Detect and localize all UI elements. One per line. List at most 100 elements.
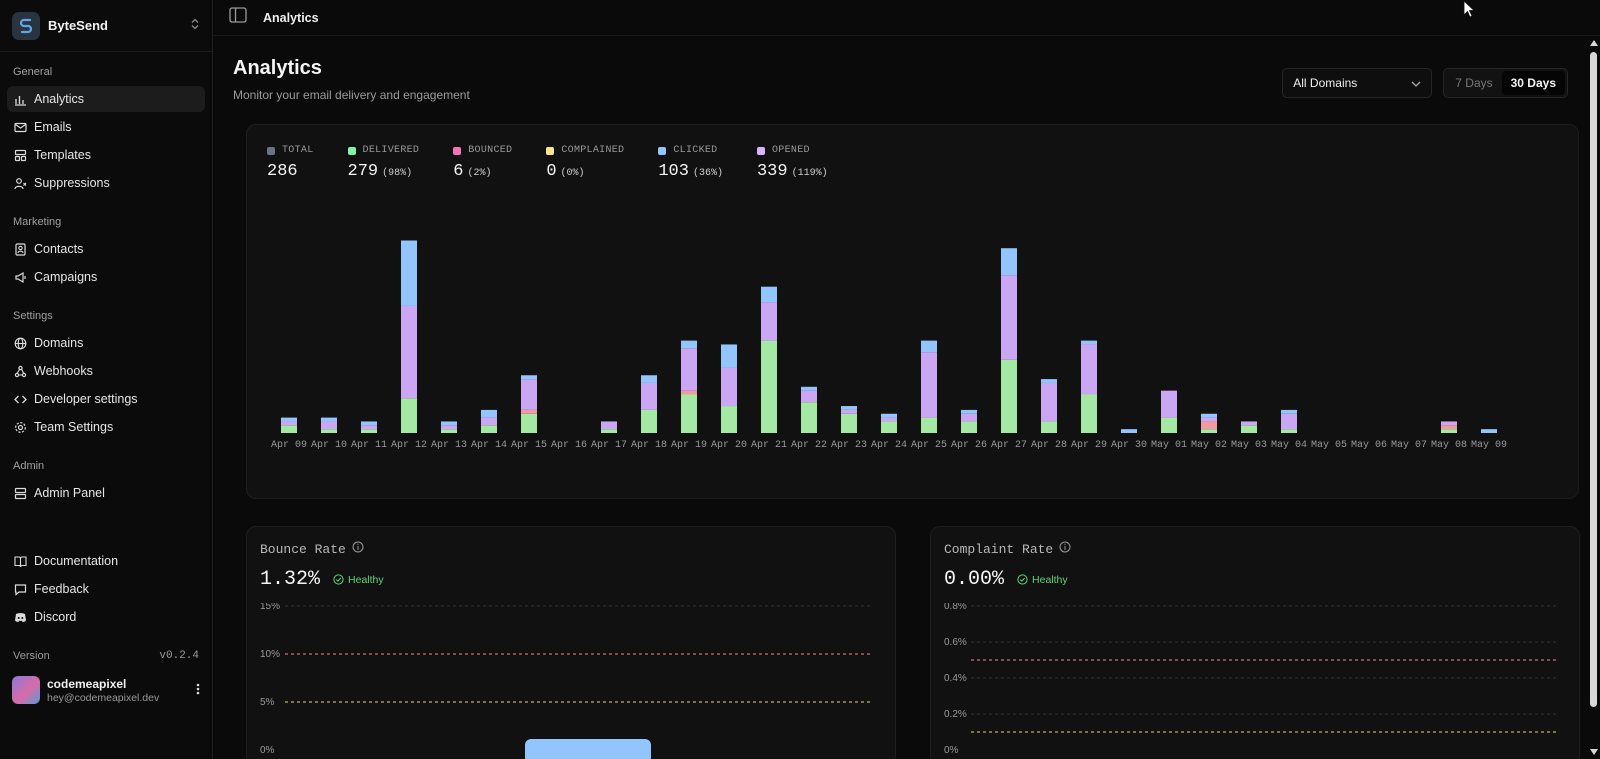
sidebar-toggle-icon[interactable] bbox=[229, 7, 247, 28]
bar-opened-may-01[interactable] bbox=[1161, 390, 1177, 418]
sidebar-item-campaigns[interactable]: Campaigns bbox=[7, 264, 205, 290]
sidebar-item-documentation[interactable]: Documentation bbox=[7, 548, 205, 574]
bar-opened-apr-27[interactable] bbox=[1001, 275, 1017, 360]
scrollbar-thumb[interactable] bbox=[1590, 52, 1597, 707]
bar-clicked-apr-22[interactable] bbox=[801, 386, 817, 391]
sidebar-item-team-settings[interactable]: Team Settings bbox=[7, 414, 205, 440]
more-vertical-icon[interactable] bbox=[196, 682, 200, 698]
bar-delivered-apr-25[interactable] bbox=[921, 417, 937, 433]
bar-clicked-apr-12[interactable] bbox=[401, 240, 417, 306]
sidebar-item-admin-panel[interactable]: Admin Panel bbox=[7, 480, 205, 506]
bar-clicked-apr-24[interactable] bbox=[881, 413, 897, 418]
bar-opened-may-04[interactable] bbox=[1281, 413, 1297, 430]
bar-clicked-apr-26[interactable] bbox=[961, 409, 977, 414]
scrollbar[interactable] bbox=[1587, 36, 1600, 759]
bar-opened-apr-25[interactable] bbox=[921, 352, 937, 418]
range-30-days-button[interactable]: 30 Days bbox=[1501, 71, 1565, 95]
bar-delivered-apr-17[interactable] bbox=[601, 429, 617, 433]
bar-delivered-may-02[interactable] bbox=[1201, 429, 1217, 433]
domain-select[interactable]: All Domains bbox=[1282, 68, 1433, 98]
bar-delivered-apr-14[interactable] bbox=[481, 425, 497, 433]
bar-delivered-apr-12[interactable] bbox=[401, 398, 417, 433]
bar-opened-apr-13[interactable] bbox=[441, 425, 457, 430]
bar-delivered-apr-26[interactable] bbox=[961, 421, 977, 433]
info-icon[interactable] bbox=[352, 541, 364, 557]
bar-delivered-apr-27[interactable] bbox=[1001, 359, 1017, 433]
sidebar-item-developer-settings[interactable]: Developer settings bbox=[7, 386, 205, 412]
bar-bounced-may-02[interactable] bbox=[1201, 421, 1217, 430]
bar-clicked-apr-13[interactable] bbox=[441, 421, 457, 426]
bar-delivered-apr-09[interactable] bbox=[281, 425, 297, 433]
sidebar-item-analytics[interactable]: Analytics bbox=[7, 86, 205, 112]
bar-opened-may-08[interactable] bbox=[1441, 421, 1457, 426]
bar-opened-apr-17[interactable] bbox=[601, 421, 617, 430]
bar-delivered-apr-29[interactable] bbox=[1081, 394, 1097, 434]
bar-opened-apr-18[interactable] bbox=[641, 382, 657, 410]
bar-bounced-apr-15[interactable] bbox=[521, 409, 537, 414]
bar-opened-may-03[interactable] bbox=[1241, 421, 1257, 426]
bar-delivered-apr-10[interactable] bbox=[321, 429, 337, 433]
bar-delivered-apr-11[interactable] bbox=[361, 429, 377, 433]
sidebar-item-emails[interactable]: Emails bbox=[7, 114, 205, 140]
bar-opened-apr-14[interactable] bbox=[481, 417, 497, 426]
bar-delivered-apr-19[interactable] bbox=[681, 394, 697, 434]
bar-opened-apr-19[interactable] bbox=[681, 348, 697, 391]
bar-delivered-apr-20[interactable] bbox=[721, 406, 737, 433]
bar-clicked-apr-09[interactable] bbox=[281, 417, 297, 422]
bar-clicked-apr-19[interactable] bbox=[681, 340, 697, 349]
bar-bounced-may-08[interactable] bbox=[1441, 425, 1457, 430]
sidebar-item-domains[interactable]: Domains bbox=[7, 330, 205, 356]
team-switcher[interactable]: ByteSend bbox=[0, 0, 212, 52]
bar-opened-apr-28[interactable] bbox=[1041, 382, 1057, 422]
bar-clicked-apr-29[interactable] bbox=[1081, 340, 1097, 345]
bar-delivered-may-01[interactable] bbox=[1161, 417, 1177, 433]
scroll-up-arrow[interactable] bbox=[1590, 40, 1598, 46]
user-menu[interactable]: codemeapixel hey@codemeapixel.dev bbox=[0, 676, 212, 704]
bar-opened-apr-26[interactable] bbox=[961, 413, 977, 422]
bar-clicked-may-04[interactable] bbox=[1281, 409, 1297, 414]
bar-opened-apr-15[interactable] bbox=[521, 379, 537, 410]
bar-clicked-apr-23[interactable] bbox=[841, 406, 857, 410]
bar-clicked-apr-20[interactable] bbox=[721, 344, 737, 368]
bar-clicked-may-02[interactable] bbox=[1201, 413, 1217, 418]
bar-opened-apr-09[interactable] bbox=[281, 421, 297, 426]
bar-delivered-apr-23[interactable] bbox=[841, 413, 857, 433]
bar-clicked-apr-27[interactable] bbox=[1001, 248, 1017, 276]
bar-clicked-apr-28[interactable] bbox=[1041, 379, 1057, 383]
sidebar-item-webhooks[interactable]: Webhooks bbox=[7, 358, 205, 384]
bar-delivered-apr-24[interactable] bbox=[881, 421, 897, 433]
bar-clicked-apr-14[interactable] bbox=[481, 409, 497, 418]
bar-delivered-apr-21[interactable] bbox=[761, 340, 777, 433]
bar-opened-apr-12[interactable] bbox=[401, 305, 417, 399]
bar-clicked-apr-11[interactable] bbox=[361, 421, 377, 426]
sidebar-item-discord[interactable]: Discord bbox=[7, 604, 205, 630]
bar-delivered-apr-13[interactable] bbox=[441, 429, 457, 433]
bar-clicked-apr-30[interactable] bbox=[1121, 429, 1137, 433]
bar-opened-apr-11[interactable] bbox=[361, 425, 377, 430]
bar-clicked-apr-10[interactable] bbox=[321, 417, 337, 422]
bar-clicked-apr-21[interactable] bbox=[761, 286, 777, 303]
bar-opened-apr-20[interactable] bbox=[721, 367, 737, 407]
scroll-down-arrow[interactable] bbox=[1590, 749, 1598, 755]
bar-clicked-may-09[interactable] bbox=[1481, 429, 1497, 433]
bar-clicked-apr-25[interactable] bbox=[921, 340, 937, 353]
bar-delivered-apr-15[interactable] bbox=[521, 413, 537, 433]
bar-opened-apr-10[interactable] bbox=[321, 421, 337, 430]
bar-delivered-apr-22[interactable] bbox=[801, 402, 817, 433]
bar-delivered-may-03[interactable] bbox=[1241, 425, 1257, 433]
range-7-days-button[interactable]: 7 Days bbox=[1455, 76, 1493, 90]
bar-clicked-apr-15[interactable] bbox=[521, 375, 537, 380]
bar-clicked-apr-18[interactable] bbox=[641, 375, 657, 383]
bar-delivered-apr-18[interactable] bbox=[641, 409, 657, 433]
bar-opened-may-02[interactable] bbox=[1201, 417, 1217, 422]
sidebar-item-contacts[interactable]: Contacts bbox=[7, 236, 205, 262]
sidebar-item-templates[interactable]: Templates bbox=[7, 142, 205, 168]
bar-delivered-may-08[interactable] bbox=[1441, 429, 1457, 433]
bar-opened-apr-23[interactable] bbox=[841, 409, 857, 414]
bar-bounced-apr-19[interactable] bbox=[681, 390, 697, 395]
sidebar-item-feedback[interactable]: Feedback bbox=[7, 576, 205, 602]
info-icon[interactable] bbox=[1059, 541, 1071, 557]
bar-opened-apr-21[interactable] bbox=[761, 302, 777, 341]
bar-opened-apr-22[interactable] bbox=[801, 390, 817, 403]
sidebar-item-suppressions[interactable]: Suppressions bbox=[7, 170, 205, 196]
